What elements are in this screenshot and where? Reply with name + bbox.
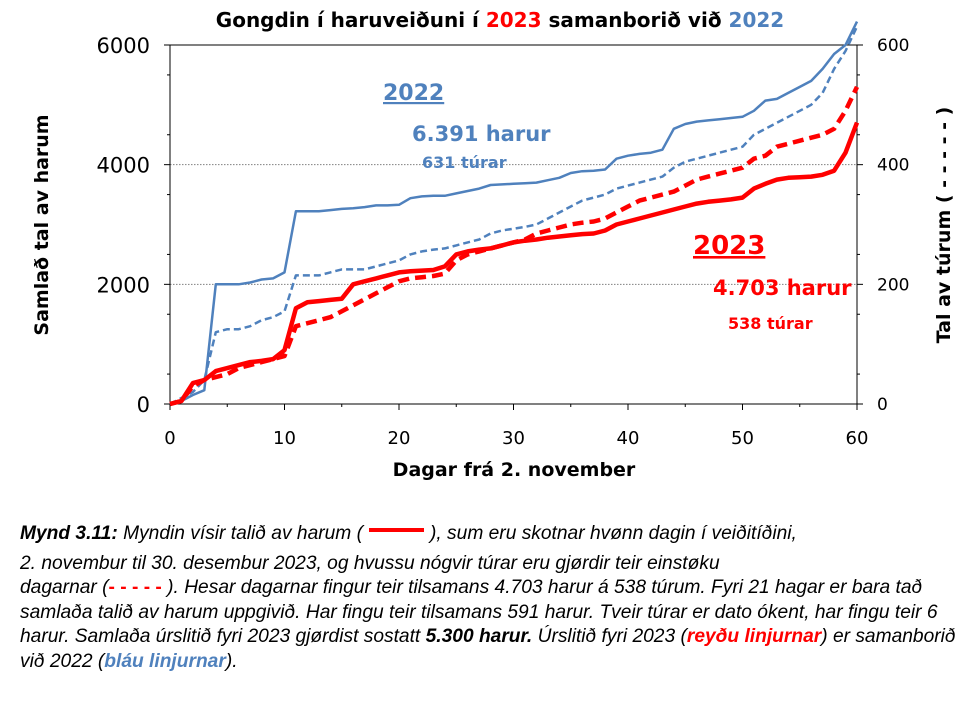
caption-blue-phrase: bláu linjurnar — [104, 650, 226, 672]
y-axis-right-label: Tal av túrum ( - - - - - ) — [933, 107, 955, 344]
series-2023-hares-line — [169, 121, 860, 407]
series-layer — [169, 21, 860, 407]
y-right-tick-label: 200 — [877, 275, 909, 295]
chart-title: Gongdin í haruveiðuni í 2023 samanborið … — [216, 8, 784, 32]
figure-caption: Mynd 3.11: Myndin vísir talið av harum (… — [20, 522, 965, 674]
annotation-4: 4.703 harur — [713, 276, 852, 300]
y-right-tick-label: 400 — [877, 156, 909, 176]
y-left-tick-label: 4000 — [97, 154, 150, 178]
annotation-1: 6.391 harur — [412, 122, 551, 146]
dashed-line-sample: - - - - - — [108, 577, 162, 598]
x-tick-label: 40 — [617, 428, 640, 449]
annotations: 2022 6.391 harur 631 túrar 2023 4.703 harur 5… — [383, 81, 852, 333]
title-part-3: 2022 — [729, 8, 785, 32]
x-axis-label: Dagar frá 2. november — [393, 459, 636, 481]
caption-text-1: Myndin vísir talið av harum ( — [117, 523, 363, 544]
caption-text-3b: ). Hesar dagarnar fingur teir tilsamans … — [20, 577, 938, 647]
y-right-tick-label: 0 — [877, 395, 888, 415]
annotation-0: 2022 — [383, 81, 444, 106]
caption-line-2: 2. novembur til 30. desembur 2023, og hv… — [20, 552, 720, 574]
y-left-tick-label: 6000 — [97, 34, 150, 58]
annotation-5: 538 túrar — [728, 314, 813, 333]
caption-label: Mynd 3.11: — [20, 523, 118, 544]
x-tick-label: 30 — [502, 428, 525, 449]
right-axis: 0 200 400 600 — [857, 36, 909, 415]
caption-bold-total: 5.300 harur. — [425, 626, 533, 647]
chart: Gongdin í haruveiðuni í 2023 samanborið … — [31, 8, 955, 481]
caption-text-6: ). — [225, 650, 238, 672]
y-axis-left-label: Samlað tal av harum — [31, 114, 53, 335]
x-tick-label: 10 — [273, 428, 296, 449]
caption-text-5: ) er samanborið við 2022 ( — [20, 626, 956, 672]
solid-line-sample — [369, 527, 424, 532]
y-left-tick-label: 0 — [137, 393, 150, 417]
series-2022-trips-line — [169, 25, 859, 406]
x-tick-label: 0 — [164, 428, 175, 449]
annotation-2: 631 túrar — [422, 153, 507, 172]
x-tick-label: 50 — [731, 428, 754, 449]
series-2022-hares-line — [169, 21, 859, 406]
title-part-1: 2023 — [486, 8, 542, 32]
caption-red-phrase: reyðu linjurnar — [686, 626, 822, 647]
left-axis: 0 2000 4000 6000 — [97, 34, 170, 417]
y-left-tick-label: 2000 — [97, 273, 150, 297]
caption-text-2: ), sum eru skotnar hvønn dagin í veiðití… — [430, 523, 797, 544]
caption-text-3a: dagarnar ( — [20, 577, 109, 598]
title-part-2: samanborið við — [542, 8, 729, 32]
x-axis: 0 10 20 30 40 50 60 — [164, 404, 868, 449]
caption-text-4: Úrslitið fyri 2023 ( — [532, 626, 687, 647]
y-right-tick-label: 600 — [877, 36, 909, 56]
plot-area-frame — [169, 44, 858, 405]
annotation-3: 2023 — [693, 231, 765, 261]
x-tick-label: 20 — [388, 428, 411, 449]
title-part-0: Gongdin í haruveiðuni í — [216, 8, 486, 32]
x-tick-label: 60 — [846, 428, 869, 449]
